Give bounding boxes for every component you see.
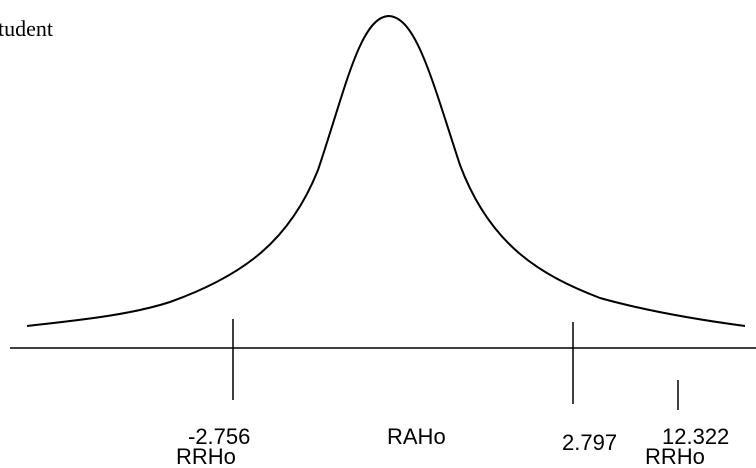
right-rejection-label: RRHo <box>645 444 705 468</box>
left-rejection-label: RRHo <box>176 444 236 468</box>
statistic-label: 12.322 <box>662 424 729 449</box>
density-curve <box>26 14 746 327</box>
acceptance-region-label: RAHo <box>387 424 446 449</box>
left-critical-label: -2.756 <box>188 424 250 449</box>
caption-text: tudent <box>0 16 53 41</box>
right-critical-label: 2.797 <box>562 430 617 455</box>
